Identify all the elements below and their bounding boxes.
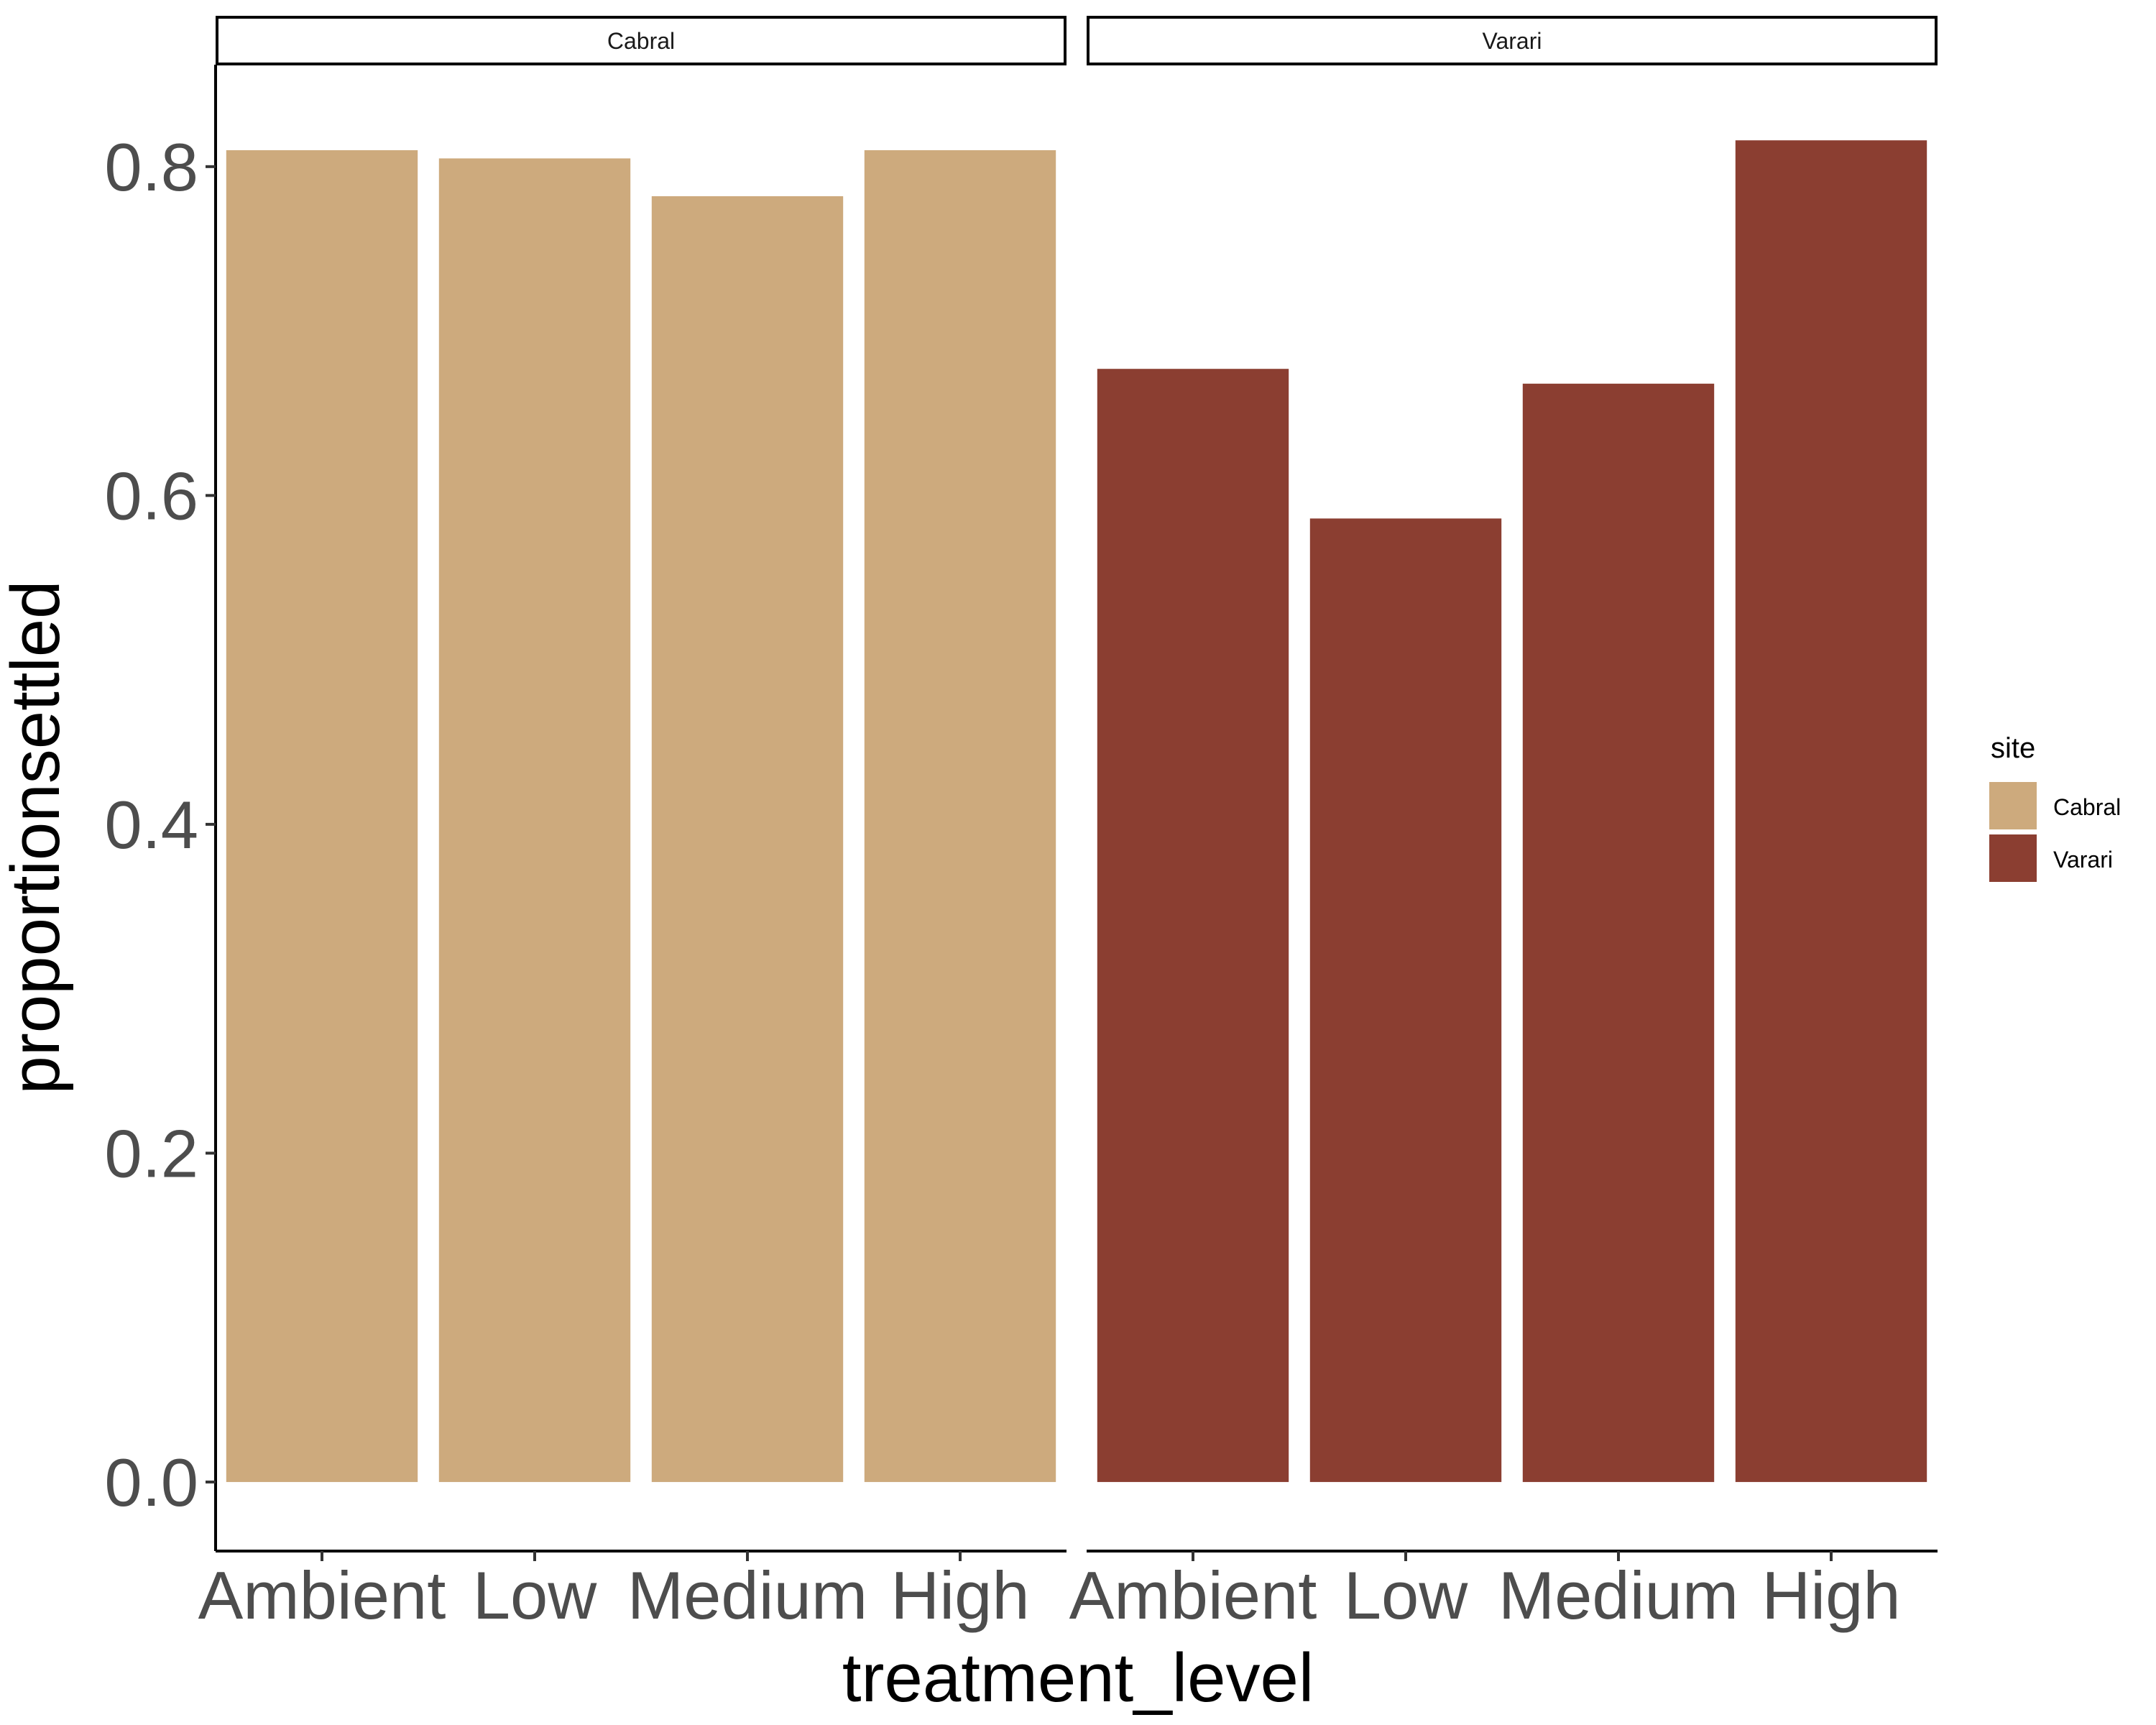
bar-cabral-medium (651, 196, 844, 1482)
y-tick-label: 0.2 (104, 1116, 198, 1191)
bar-varari-low (1309, 518, 1502, 1482)
x-tick-label: High (1761, 1558, 1900, 1633)
y-axis: 0.0 0.2 0.4 0.6 0.8 (104, 65, 217, 1551)
facet-panel-cabral: Cabral Ambient Low Medium High (198, 16, 1067, 1633)
facet-strip (1087, 16, 1938, 65)
legend: site Cabral Varari (1989, 732, 2121, 882)
legend-title: site (1991, 732, 2035, 764)
y-tick-label: 0.0 (104, 1445, 198, 1520)
legend-label: Cabral (2053, 794, 2121, 820)
bar-cabral-ambient (226, 150, 418, 1482)
x-tick-label: Low (473, 1558, 598, 1633)
x-tick-label: Medium (627, 1558, 867, 1633)
bar-cabral-high (864, 150, 1056, 1482)
y-tick-label: 0.4 (104, 787, 198, 862)
legend-label: Varari (2053, 847, 2113, 873)
bar-varari-high (1735, 140, 1927, 1482)
x-tick-label: High (890, 1558, 1029, 1633)
legend-key-cabral (1989, 782, 2037, 829)
x-axis-title: treatment_level (842, 1639, 1314, 1716)
facet-panels: Cabral Ambient Low Medium High Varari Ambient L… (198, 16, 1938, 1633)
bar-cabral-low (438, 158, 631, 1482)
legend-key-varari (1989, 834, 2037, 882)
y-axis-title: proportionsettled (0, 580, 74, 1094)
facet-strip-label: Cabral (607, 28, 675, 54)
facet-strip (216, 16, 1067, 65)
x-tick-label: Ambient (1069, 1558, 1317, 1633)
y-tick-label: 0.6 (104, 458, 198, 533)
y-tick-label: 0.8 (104, 129, 198, 205)
x-tick-label: Low (1344, 1558, 1469, 1633)
x-tick-label: Ambient (198, 1558, 446, 1633)
x-tick-label: Medium (1498, 1558, 1738, 1633)
bar-varari-ambient (1097, 369, 1289, 1482)
facet-strip-label: Varari (1483, 28, 1542, 54)
bar-varari-medium (1522, 383, 1715, 1482)
facet-panel-varari: Varari Ambient Low Medium High (1069, 16, 1938, 1633)
